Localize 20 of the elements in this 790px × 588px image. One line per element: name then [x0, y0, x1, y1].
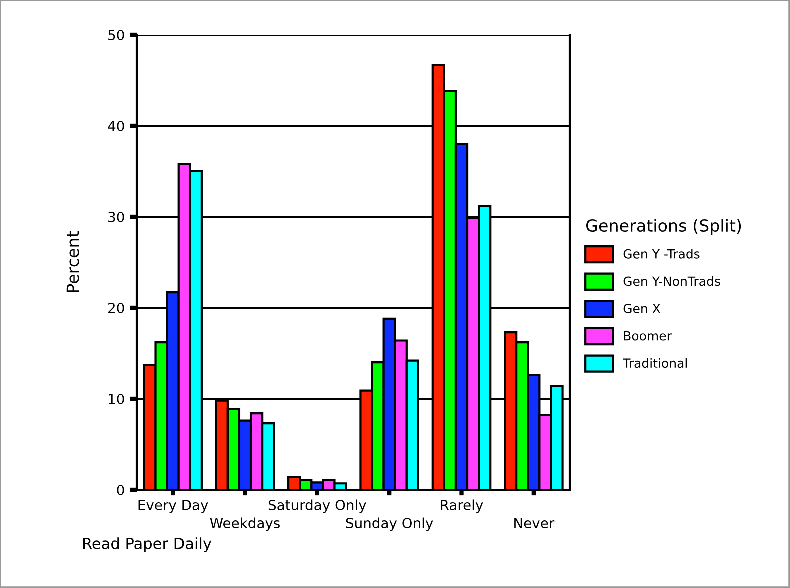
y-tick-label: 50 [108, 30, 124, 40]
legend-title: Generations (Split) [586, 219, 742, 236]
x-axis-title: Read Paper Daily [84, 538, 212, 552]
legend-label: Gen Y-NonTrads [624, 276, 720, 286]
x-tick-label: Every Day [138, 500, 208, 514]
x-tick-label: Rarely [441, 500, 484, 514]
x-tick-label: Saturday Only [268, 500, 366, 514]
y-tick-label: 0 [117, 484, 124, 496]
legend-label: Boomer [624, 331, 672, 341]
y-tick-label: 40 [108, 120, 124, 132]
y-tick-label: 10 [109, 394, 124, 404]
x-tick-label: Sunday Only [346, 518, 434, 532]
legend-label: Traditional [623, 358, 687, 368]
x-tick-label: Never [514, 518, 555, 529]
y-tick-label: 20 [108, 302, 124, 314]
y-tick-label: 30 [108, 212, 124, 222]
legend-label: Gen X [624, 304, 661, 314]
x-tick-label: Weekdays [210, 518, 280, 532]
y-axis-title: Percent [66, 232, 80, 292]
legend-label: Gen Y -Trads [624, 249, 700, 259]
